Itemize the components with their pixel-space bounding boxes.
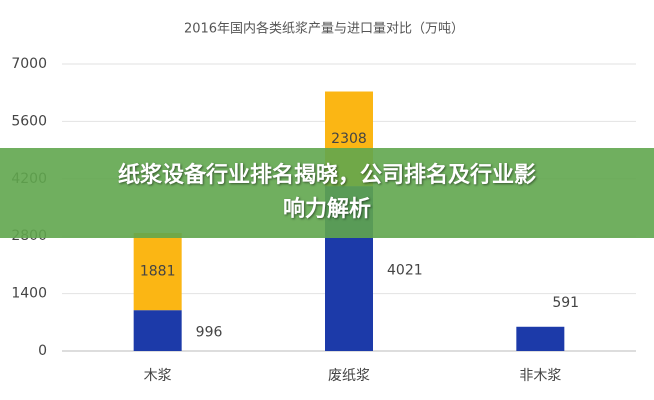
y-tick-label: 0 bbox=[38, 343, 47, 359]
banner-line: 纸浆设备行业排名揭晓，公司排名及行业影 bbox=[117, 163, 536, 188]
banner: 纸浆设备行业排名揭晓，公司排名及行业影 响力解析 bbox=[0, 148, 654, 238]
bar-segment bbox=[133, 233, 182, 311]
x-tick-label: 非木浆 bbox=[519, 368, 561, 384]
x-tick-label: 废纸浆 bbox=[328, 368, 370, 384]
y-tick-label: 5600 bbox=[11, 113, 47, 129]
value-label: 996 bbox=[196, 325, 223, 341]
banner-line: 响力解析 bbox=[282, 197, 371, 222]
chart-title: 2016年国内各类纸浆产量与进口量对比（万吨） bbox=[184, 21, 464, 37]
value-label: 2308 bbox=[331, 131, 367, 147]
value-label: 591 bbox=[552, 295, 579, 311]
x-tick-label: 木浆 bbox=[144, 368, 172, 384]
bar-segment bbox=[516, 326, 565, 351]
y-tick-label: 1400 bbox=[11, 286, 47, 302]
value-label: 4021 bbox=[387, 263, 423, 279]
bar-segment bbox=[133, 310, 182, 351]
value-label: 1881 bbox=[140, 264, 176, 280]
y-tick-label: 7000 bbox=[11, 56, 47, 72]
